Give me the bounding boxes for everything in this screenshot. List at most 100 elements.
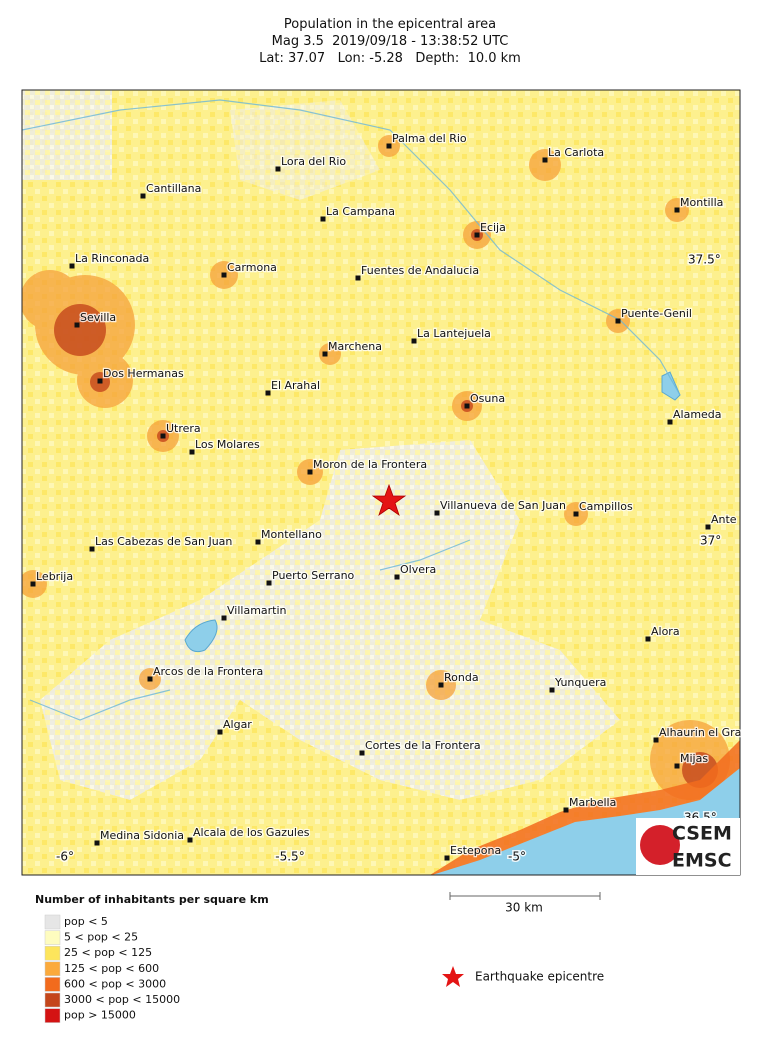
location-info: Lat: 37.07 Lon: -5.28 Depth: 10.0 km	[259, 51, 521, 66]
city-marker	[434, 510, 440, 516]
city-marker	[674, 207, 680, 213]
legend-star	[442, 966, 464, 987]
city-marker	[30, 581, 36, 587]
city-marker	[444, 855, 450, 861]
legend-title: Number of inhabitants per square km	[35, 893, 269, 906]
city-label: Puente-Genil	[621, 307, 692, 320]
logo: CSEM EMSC	[636, 818, 740, 875]
city-label: Cantillana	[146, 182, 201, 195]
city-label: La Rinconada	[75, 252, 149, 265]
city-label: Algar	[223, 718, 252, 731]
city-label: Olvera	[400, 563, 436, 576]
city-label: Campillos	[579, 500, 633, 513]
city-label: Alameda	[673, 408, 722, 421]
logo-top: CSEM	[672, 823, 732, 845]
legend-swatch	[44, 961, 61, 977]
city-marker	[320, 216, 326, 222]
city-label: Arcos de la Frontera	[153, 665, 263, 678]
city-label: La Campana	[326, 205, 395, 218]
city-label: Cortes de la Frontera	[365, 739, 481, 752]
city-marker	[69, 263, 75, 269]
coordinate-label: 37.5°	[688, 253, 721, 267]
logo-bottom: EMSC	[672, 850, 732, 872]
epicentre-label: Earthquake epicentre	[475, 970, 604, 984]
city-label: Estepona	[450, 844, 501, 857]
city-label: La Carlota	[548, 146, 604, 159]
legend-label: 125 < pop < 600	[64, 962, 159, 975]
map-background	[22, 90, 740, 875]
city-marker	[674, 763, 680, 769]
city-marker	[265, 390, 271, 396]
city-marker	[549, 687, 555, 693]
city-label: Carmona	[227, 261, 277, 274]
legend-swatch	[44, 1008, 61, 1023]
city-marker	[221, 272, 227, 278]
city-marker	[97, 378, 103, 384]
event-info: Mag 3.5 2019/09/18 - 13:38:52 UTC	[271, 34, 509, 49]
legend-label: 5 < pop < 25	[64, 931, 138, 944]
legend: pop < 5 5 < pop < 25 25 < pop < 125 125 < p…	[44, 914, 180, 1023]
city-marker	[705, 524, 711, 530]
city-label: Ronda	[444, 671, 479, 684]
legend-label: 3000 < pop < 15000	[64, 993, 180, 1006]
city-label: Montellano	[261, 528, 322, 541]
city-label: Lora del Rio	[281, 155, 346, 168]
city-marker	[217, 729, 223, 735]
legend-label: 600 < pop < 3000	[64, 977, 166, 990]
city-marker	[438, 682, 444, 688]
city-label: Moron de la Frontera	[313, 458, 427, 471]
city-marker	[653, 737, 659, 743]
city-label: Marchena	[328, 340, 382, 353]
city-marker	[147, 676, 153, 682]
legend-swatch	[44, 992, 61, 1008]
scale-bar-label: 30 km	[505, 901, 543, 915]
city-marker	[359, 750, 365, 756]
city-marker	[573, 511, 579, 517]
legend-swatch	[44, 945, 61, 961]
legend-swatch	[44, 930, 61, 945]
city-label: Villanueva de San Juan	[440, 499, 566, 512]
coordinate-label: -6°	[56, 850, 74, 864]
city-marker	[667, 419, 673, 425]
coordinate-label: 37°	[700, 534, 721, 548]
legend-swatch	[44, 914, 61, 930]
city-marker	[160, 433, 166, 439]
city-label: Puerto Serrano	[272, 569, 355, 582]
city-marker	[275, 166, 281, 172]
city-marker	[394, 574, 400, 580]
city-marker	[474, 232, 480, 238]
city-label: Sevilla	[80, 311, 116, 324]
grid-labels: 37.5°37°36.5°-6° -5.5° -5°	[55, 251, 723, 865]
city-marker	[94, 840, 100, 846]
city-marker	[307, 469, 313, 475]
city-label: Alhaurin el Gra	[659, 726, 741, 739]
city-label: Los Molares	[195, 438, 260, 451]
city-marker	[615, 318, 621, 324]
epicentre-star	[371, 483, 407, 517]
title: Population in the epicentral area	[283, 17, 497, 32]
city-marker	[464, 403, 470, 409]
city-marker	[645, 636, 651, 642]
city-marker	[355, 275, 361, 281]
coordinate-label: -5.5°	[275, 850, 304, 864]
city-label: Yunquera	[554, 676, 606, 689]
legend-label: pop < 5	[64, 915, 108, 928]
city-label: Montilla	[680, 196, 723, 209]
city-marker	[255, 539, 261, 545]
legend-swatch	[44, 977, 61, 992]
city-label: Ecija	[480, 221, 506, 234]
city-marker	[187, 837, 193, 843]
cities: Palma del Rio La Carlota Lora del Rio Canti…	[30, 131, 743, 861]
city-marker	[140, 193, 146, 199]
city-label: Lebrija	[36, 570, 73, 583]
city-label: Osuna	[470, 392, 505, 405]
legend-label: 25 < pop < 125	[64, 946, 152, 959]
city-label: El Arahal	[271, 379, 320, 392]
city-label: Fuentes de Andalucia	[361, 264, 479, 277]
city-label: Marbella	[569, 796, 616, 809]
city-label: Mijas	[680, 752, 708, 765]
city-label: Dos Hermanas	[103, 367, 184, 380]
city-label: Ante	[711, 513, 737, 526]
